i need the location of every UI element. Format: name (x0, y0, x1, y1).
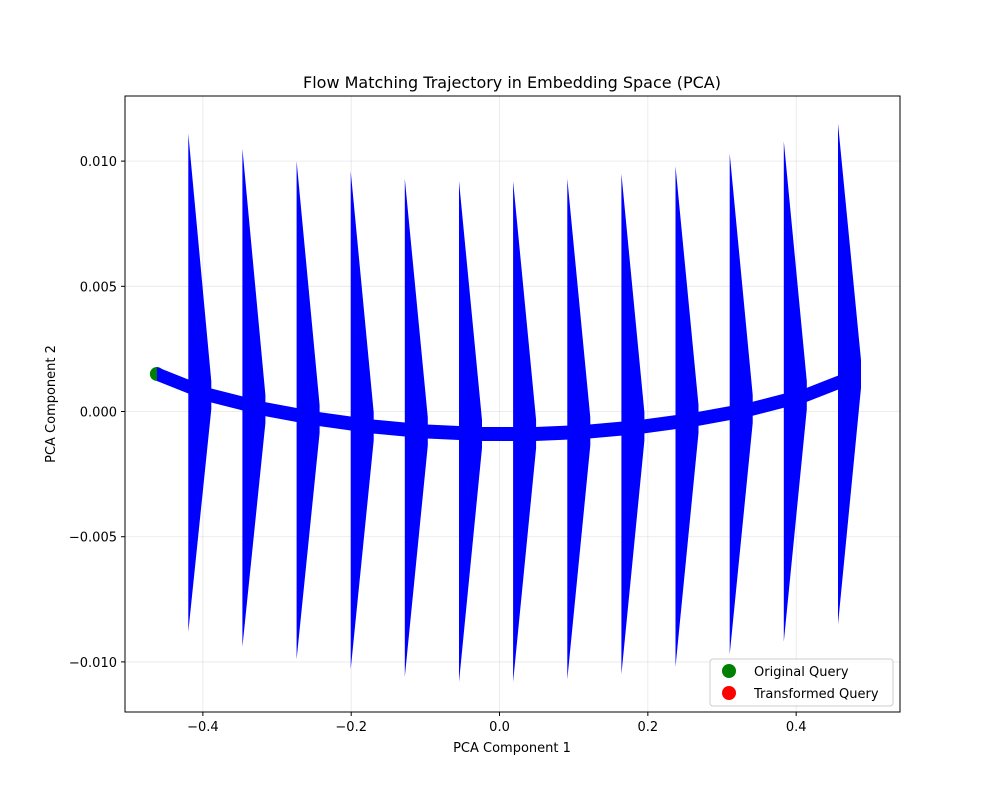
x-tick-label: −0.2 (335, 720, 367, 735)
legend-label-original-query: Original Query (754, 665, 849, 680)
flow-arrow-3 (318, 171, 374, 670)
y-tick-label: −0.005 (69, 531, 117, 546)
legend-marker-original-query (722, 664, 736, 678)
x-tick-label: 0.2 (638, 720, 659, 735)
flow-arrow-10 (697, 153, 753, 655)
legend-label-transformed-query: Transformed Query (753, 687, 879, 702)
y-tick-label: 0.000 (80, 406, 117, 421)
flow-arrow-8 (589, 173, 645, 675)
plot-frame (124, 95, 901, 713)
y-tick-label: 0.010 (80, 155, 117, 170)
flow-arrow-2 (264, 161, 320, 660)
flow-arrow-6 (481, 181, 537, 682)
flow-arrow-5 (426, 181, 482, 682)
y-tick-label: 0.005 (80, 280, 117, 295)
x-tick-label: −0.4 (187, 720, 219, 735)
flow-arrow-7 (535, 178, 591, 680)
legend-box (709, 658, 894, 707)
flow-arrow-9 (643, 166, 699, 667)
plot-data (149, 123, 861, 682)
x-tick-label: 0.0 (489, 720, 510, 735)
flow-arrow-4 (372, 178, 428, 677)
x-axis-label: PCA Component 1 (453, 741, 571, 756)
legend: Original Query Transformed Query (709, 658, 894, 707)
y-tick-label: −0.010 (69, 656, 117, 671)
x-axis: −0.4 −0.2 0.0 0.2 0.4 (187, 712, 807, 735)
y-axis: −0.010 −0.005 0.000 0.005 0.010 (69, 155, 125, 671)
y-axis-label: PCA Component 2 (44, 345, 59, 463)
flow-arrow-1 (210, 148, 266, 647)
chart-title: Flow Matching Trajectory in Embedding Sp… (303, 73, 721, 92)
x-tick-label: 0.4 (786, 720, 807, 735)
flow-arrow-12 (805, 123, 861, 625)
legend-marker-transformed-query (722, 686, 736, 700)
flow-arrow-11 (751, 141, 807, 642)
flow-arrow-0 (156, 133, 212, 632)
